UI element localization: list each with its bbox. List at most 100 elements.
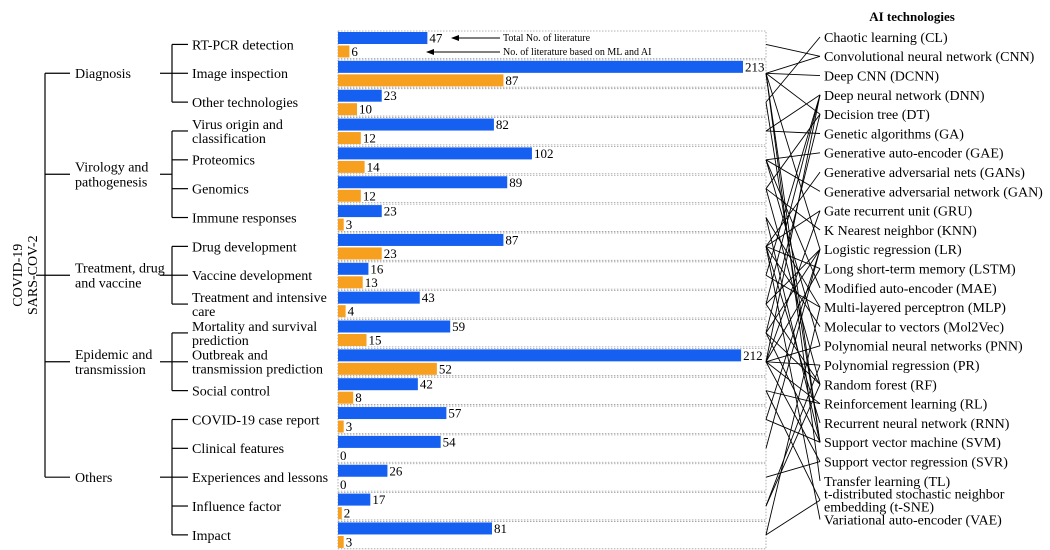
bar-total <box>338 176 508 189</box>
bar-ml-ai-label: 10 <box>359 102 372 117</box>
ai-technology-label: Transfer learning (TL) <box>824 475 951 490</box>
connection-line <box>765 245 821 270</box>
bar-total-label: 212 <box>743 348 763 363</box>
ai-technology-label: Polynomial neural networks (PNN) <box>824 340 1023 355</box>
bar-total-label: 26 <box>389 463 403 478</box>
bar-total-label: 59 <box>452 319 465 334</box>
connection-line <box>765 94 821 132</box>
connection-line <box>765 43 821 57</box>
subcategory-label: Genomics <box>192 183 249 198</box>
bar-ml-ai <box>338 103 358 116</box>
bar-ml-ai <box>338 276 363 289</box>
bar-ml-ai <box>338 247 382 260</box>
bar-total <box>338 435 441 448</box>
connection-line <box>765 499 821 536</box>
ai-technology-label: Convolutional neural network (CNN) <box>824 50 1035 65</box>
subcategory-label: Virus origin and <box>192 118 283 133</box>
bar-total <box>338 205 382 218</box>
connection-line <box>765 73 821 250</box>
row-frame <box>337 88 767 117</box>
bar-total-label: 81 <box>494 521 507 536</box>
ai-technology-label: Generative adversarial network (GAN) <box>824 185 1043 200</box>
connection-line <box>765 390 821 405</box>
bar-total <box>338 522 493 535</box>
subcategory-label: Influence factor <box>192 500 281 515</box>
bar-total <box>338 60 743 73</box>
ai-technology-label: embedding (t-SNE) <box>824 501 934 516</box>
bar-total <box>338 32 428 44</box>
bar-ml-ai-label: 0 <box>340 477 347 492</box>
ai-technology-label: Generative adversarial nets (GANs) <box>824 166 1025 181</box>
bar-ml-ai <box>338 132 361 145</box>
connection-line <box>765 72 821 115</box>
connection-line <box>765 249 821 420</box>
bar-ml-ai <box>338 507 342 520</box>
root-label: COVID-19 SARS-COV-2 <box>11 235 41 315</box>
bar-total-label: 43 <box>422 290 435 305</box>
group-label: Epidemic and <box>75 348 152 363</box>
connection-line <box>765 159 821 346</box>
subcategory-label: care <box>192 305 215 320</box>
bar-total <box>338 291 420 304</box>
bar-total-label: 102 <box>534 146 554 161</box>
subcategory-label: RT-PCR detection <box>192 38 294 53</box>
bar-total <box>338 147 532 160</box>
bar-total <box>338 349 742 362</box>
bar-total-label: 89 <box>509 175 522 190</box>
ai-technology-label: Decision tree (DT) <box>824 108 930 123</box>
group-label: Treatment, drug <box>75 262 165 277</box>
bar-total-label: 87 <box>505 232 519 247</box>
connection-line <box>765 384 821 507</box>
subcategory-label: COVID-19 case report <box>192 413 320 428</box>
connection-line <box>765 210 821 362</box>
bar-total-label: 42 <box>420 377 433 392</box>
bar-ml-ai <box>338 420 344 433</box>
bar-total <box>338 378 418 391</box>
bar-ml-ai-label: 12 <box>363 188 376 203</box>
connection-line <box>765 419 821 443</box>
bar-ml-ai <box>338 334 367 346</box>
connection-line <box>765 159 821 192</box>
row-frame <box>337 434 767 463</box>
bar-ml-ai <box>338 305 346 318</box>
bar-total-label: 23 <box>384 204 397 219</box>
connection-line <box>765 332 821 385</box>
subcategory-label: Clinical features <box>192 442 284 457</box>
ai-technology-label: Support vector machine (SVM) <box>824 436 1001 451</box>
bar-total-label: 82 <box>496 117 509 132</box>
row-frame <box>337 521 767 550</box>
row-frame <box>337 463 767 492</box>
connection-line <box>765 55 821 74</box>
subcategory-label: Mortality and survival <box>192 320 317 335</box>
ai-technology-label: Recurrent neural network (RNN) <box>824 417 1010 432</box>
ai-technology-label: Multi-layered perceptron (MLP) <box>824 301 1006 316</box>
subcategory-label: Experiences and lessons <box>192 471 328 486</box>
subcategory-label: Other technologies <box>192 96 298 111</box>
row-frame <box>337 261 767 290</box>
annotation-total: Total No. of literature <box>503 33 591 44</box>
group-label: Others <box>75 471 112 486</box>
subcategory-label: prediction <box>192 334 249 349</box>
subcategory-label: Proteomics <box>192 154 255 169</box>
row-frame <box>337 203 767 232</box>
ai-technology-label: Generative auto-encoder (GAE) <box>824 147 1004 162</box>
connection-line <box>765 332 821 443</box>
bar-ml-ai-label: 87 <box>505 73 519 88</box>
bar-ml-ai <box>338 362 437 375</box>
group-label: pathogenesis <box>75 176 147 191</box>
ai-technology-label: Reinforcement learning (RL) <box>824 398 988 413</box>
bar-total <box>338 89 382 102</box>
connection-line <box>765 303 821 385</box>
bar-total-label: 54 <box>443 434 457 449</box>
connection-line <box>765 307 821 535</box>
connection-line <box>765 461 821 478</box>
group-label: Virology and <box>75 161 148 176</box>
bar-ml-ai-label: 0 <box>340 448 347 463</box>
bar-ml-ai-label: 3 <box>346 534 353 549</box>
subcategory-label: transmission prediction <box>192 363 323 378</box>
ai-technology-label: Deep CNN (DCNN) <box>824 70 939 85</box>
bar-total-label: 57 <box>448 406 462 421</box>
ai-technology-label: Variational auto-encoder (VAE) <box>824 513 1002 528</box>
bar-ml-ai-label: 12 <box>363 131 376 146</box>
connection-line <box>765 36 821 103</box>
